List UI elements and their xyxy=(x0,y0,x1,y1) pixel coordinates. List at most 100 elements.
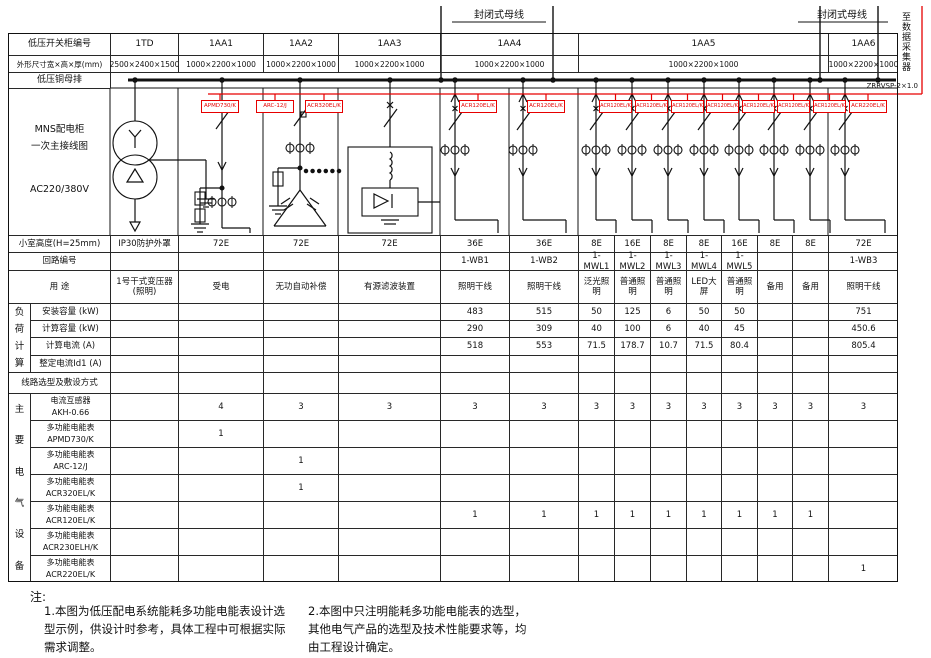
transformer-symbol-1td xyxy=(112,80,215,233)
cabinet-id-cell-2: 1AA2 xyxy=(263,33,338,55)
cell-purpose-col4: 照明干线 xyxy=(440,270,509,303)
cell-line_selection-col7 xyxy=(614,372,650,393)
cabinet-id-cell-4: 1AA4 xyxy=(440,33,578,55)
cell-calculated_current-col0 xyxy=(110,337,178,355)
cell-calculated_current-col9: 71.5 xyxy=(686,337,721,355)
cell-circuit-col8: 1-MWL3 xyxy=(650,251,686,272)
cell-installed_capacity-col8: 6 xyxy=(650,303,686,320)
row-label-height: 小室高度(H=25mm) xyxy=(8,235,110,252)
cell-circuit-col0 xyxy=(110,252,178,270)
meter-box-11: ACR120EL/K xyxy=(813,100,846,113)
cell-setting_current-col0 xyxy=(110,355,178,372)
row-label-calculated_current: 计算电流 (A) xyxy=(30,337,110,355)
cell-circuit-col12 xyxy=(792,252,828,270)
to-data-collector-label: 至数据采集器 xyxy=(900,12,910,72)
device-4-col4: 1 xyxy=(440,501,509,528)
device-model: AKH-0.66 xyxy=(51,408,90,417)
device-2-col10 xyxy=(721,447,757,474)
meter-box-7: ACR120EL/K xyxy=(671,100,704,113)
device-label-3: 多功能电能表 ACR320EL/K xyxy=(30,474,110,501)
cell-height-col2: 72E xyxy=(263,235,338,252)
active-filter-1aa3 xyxy=(347,80,440,234)
notes-title: 注: xyxy=(30,590,47,604)
device-3-col4 xyxy=(440,474,509,501)
cell-height-col5: 36E xyxy=(509,235,578,252)
cell-installed_capacity-col2 xyxy=(263,303,338,320)
group-char: 气 xyxy=(14,497,25,509)
device-5-col7 xyxy=(614,528,650,555)
device-0-col8: 3 xyxy=(650,393,686,420)
cell-setting_current-col2 xyxy=(263,355,338,372)
cell-height-col13: 72E xyxy=(828,235,898,252)
device-3-col0 xyxy=(110,474,178,501)
panel-voltage: AC220/380V xyxy=(30,184,89,195)
cell-calculated_capacity-col6: 40 xyxy=(578,320,614,337)
cell-height-col10: 16E xyxy=(721,235,757,252)
row-label-installed_capacity: 安装容量 (kW) xyxy=(30,303,110,320)
row-label-circuit: 回路编号 xyxy=(8,252,110,270)
panel-title-line2: 一次主接线图 xyxy=(30,141,88,152)
cell-installed_capacity-col13: 751 xyxy=(828,303,898,320)
cell-circuit-col4: 1-WB1 xyxy=(440,252,509,270)
device-4-col7: 1 xyxy=(614,501,650,528)
device-0-col12: 3 xyxy=(792,393,828,420)
group-char: 负 xyxy=(14,306,25,318)
cell-installed_capacity-col6: 50 xyxy=(578,303,614,320)
cabinet-dim-cell-4: 1000×2200×1000 xyxy=(440,55,578,72)
device-2-col8 xyxy=(650,447,686,474)
device-4-col5: 1 xyxy=(509,501,578,528)
device-4-col0 xyxy=(110,501,178,528)
cell-line_selection-col3 xyxy=(338,372,440,393)
group-char: 荷 xyxy=(14,323,25,335)
group-char: 主 xyxy=(14,403,25,415)
meter-box-5: ACR120EL/K xyxy=(599,100,632,113)
device-1-col7 xyxy=(614,420,650,447)
device-0-col5: 3 xyxy=(509,393,578,420)
cell-installed_capacity-col5: 515 xyxy=(509,303,578,320)
device-3-col6 xyxy=(578,474,614,501)
device-6-col13: 1 xyxy=(828,555,898,582)
note2-line3: 由工程设计确定。 xyxy=(308,640,400,654)
cell-calculated_current-col12 xyxy=(792,337,828,355)
device-3-col9 xyxy=(686,474,721,501)
device-2-col12 xyxy=(792,447,828,474)
device-5-col11 xyxy=(757,528,792,555)
cell-calculated_current-col1 xyxy=(178,337,263,355)
device-3-col2: 1 xyxy=(263,474,338,501)
device-6-col4 xyxy=(440,555,509,582)
device-2-col4 xyxy=(440,447,509,474)
device-4-col6: 1 xyxy=(578,501,614,528)
cell-calculated_current-col5: 553 xyxy=(509,337,578,355)
device-3-col1 xyxy=(178,474,263,501)
cell-height-col9: 8E xyxy=(686,235,721,252)
cell-installed_capacity-col10: 50 xyxy=(721,303,757,320)
group-char: 计 xyxy=(14,340,25,352)
device-model: ACR320EL/K xyxy=(45,489,96,498)
cell-line_selection-col2 xyxy=(263,372,338,393)
note1-line3: 需求调整。 xyxy=(44,640,102,654)
cell-circuit-col10: 1-MWL5 xyxy=(721,251,757,272)
cell-line_selection-col8 xyxy=(650,372,686,393)
busbar-row-space xyxy=(110,72,898,88)
cell-setting_current-col12 xyxy=(792,355,828,372)
cell-setting_current-col3 xyxy=(338,355,440,372)
cell-installed_capacity-col1 xyxy=(178,303,263,320)
device-4-col9: 1 xyxy=(686,501,721,528)
device-1-col4 xyxy=(440,420,509,447)
cell-height-col0: IP30防护外罩 xyxy=(110,235,178,252)
meter-box-10: ACR120EL/K xyxy=(777,100,810,113)
cell-installed_capacity-col12 xyxy=(792,303,828,320)
group-char: 要 xyxy=(14,435,25,447)
device-5-col0 xyxy=(110,528,178,555)
group-char: 电 xyxy=(14,466,25,478)
device-label-0: 电流互感器 AKH-0.66 xyxy=(30,393,110,420)
device-name: 多功能电能表 xyxy=(46,423,95,432)
cell-calculated_current-col4: 518 xyxy=(440,337,509,355)
device-3-col12 xyxy=(792,474,828,501)
cabinet-id-cell-5: 1AA5 xyxy=(578,33,828,55)
device-3-col8 xyxy=(650,474,686,501)
device-model: ACR230ELH/K xyxy=(42,543,99,552)
device-model: APMD730/K xyxy=(47,435,94,444)
device-2-col6 xyxy=(578,447,614,474)
device-1-col3 xyxy=(338,420,440,447)
